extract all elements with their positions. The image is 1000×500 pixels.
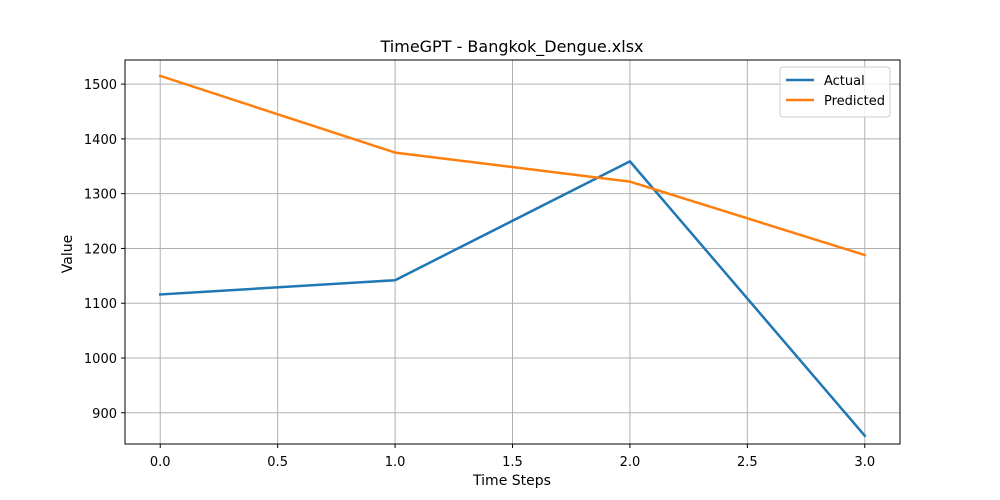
y-axis: 900 1000 1100 1200 1300 1400 1500	[84, 78, 125, 422]
y-tick-label: 1400	[84, 133, 117, 148]
series-lines	[158, 74, 867, 438]
x-tick-label: 1.0	[385, 455, 406, 470]
legend-label-actual: Actual	[824, 74, 865, 89]
y-tick-label: 1200	[84, 242, 117, 257]
x-tick-label: 1.5	[502, 455, 523, 470]
x-tick-label: 3.0	[854, 455, 875, 470]
x-tick-label: 2.5	[737, 455, 758, 470]
x-tick-label: 0.5	[267, 455, 288, 470]
chart-title: TimeGPT - Bangkok_Dengue.xlsx	[380, 37, 644, 57]
legend: Actual Predicted	[779, 66, 891, 118]
x-tick-label: 0.0	[150, 455, 171, 470]
grid-lines	[125, 60, 900, 444]
y-tick-label: 1100	[84, 297, 117, 312]
y-tick-label: 1300	[84, 188, 117, 203]
x-tick-label: 2.0	[620, 455, 641, 470]
y-axis-label: Value	[60, 235, 76, 273]
y-tick-label: 1500	[84, 78, 117, 93]
x-axis: 0.0 0.5 1.0 1.5 2.0 2.5 3.0	[150, 444, 875, 470]
y-tick-label: 1000	[84, 352, 117, 367]
series-line-actual	[158, 160, 867, 438]
legend-label-predicted: Predicted	[824, 94, 885, 109]
y-tick-label: 900	[92, 407, 117, 422]
x-axis-label: Time Steps	[472, 473, 551, 489]
series-line-predicted	[158, 74, 867, 257]
